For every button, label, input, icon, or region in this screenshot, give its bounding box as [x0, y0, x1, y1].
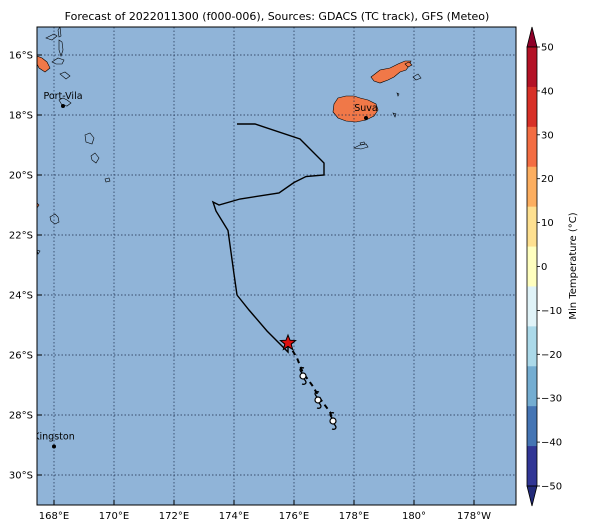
city-dot-icon — [364, 116, 368, 120]
cyclone-symbol-icon — [329, 412, 337, 430]
lat-tick-label: 30°S — [9, 471, 33, 482]
colorbar-tick-label: −50 — [541, 482, 562, 493]
cyclone-symbol-icon — [299, 367, 307, 385]
colorbar-tick-label: 50 — [541, 43, 554, 54]
current-position-star-icon — [279, 333, 297, 351]
colorbar-segment — [527, 126, 537, 168]
forecast-track-line — [287, 342, 334, 422]
colorbar: 50 40 30 20 10 0 −10 −20 −30 −40 −50 — [526, 26, 562, 507]
colorbar-label: Min Temperature (°C) — [568, 212, 579, 319]
colorbar-tick-label: 0 — [541, 262, 547, 273]
colorbar-tick-label: −10 — [541, 306, 562, 317]
colorbar-segment — [527, 246, 537, 287]
lat-tick-label: 16°S — [9, 51, 33, 62]
graticule-grid — [37, 27, 516, 505]
lat-tick-label: 20°S — [9, 171, 33, 182]
colorbar-tick-label: 20 — [541, 174, 554, 185]
lon-tick-label: 170°E — [99, 511, 129, 522]
colorbar-segment — [527, 366, 537, 407]
lat-tick-label: 18°S — [9, 111, 33, 122]
colorbar-segment — [527, 86, 537, 128]
city-label: Kingston — [33, 432, 74, 443]
lat-tick-label: 24°S — [9, 291, 33, 302]
city-dot-icon — [61, 104, 65, 108]
colorbar-segment — [527, 446, 537, 487]
past-track-line — [211, 123, 325, 354]
lat-tick-label: 22°S — [9, 231, 33, 242]
vanuatu-islands — [37, 27, 111, 255]
lon-tick-label: 168°E — [39, 511, 69, 522]
colorbar-tick-label: −40 — [541, 438, 562, 449]
ocean-background — [37, 27, 516, 505]
colorbar-segment — [527, 286, 537, 327]
map-panel: Port-Vila Suva Kingston — [33, 27, 516, 505]
colorbar-segment — [527, 47, 537, 88]
map-axis-ticks: 168°E 170°E 172°E 174°E 176°E 178°E 180° 178°W 1… — [9, 51, 491, 523]
colorbar-extend-bottom — [526, 485, 538, 507]
colorbar-extend-top — [526, 26, 538, 48]
city-markers: Port-Vila Suva Kingston — [33, 91, 378, 449]
map-frame — [36, 26, 517, 506]
storm-tracks — [211, 123, 337, 430]
lon-tick-label: 178°W — [457, 511, 491, 522]
lon-tick-label: 176°E — [279, 511, 309, 522]
city-label: Suva — [354, 103, 378, 114]
colorbar-segment — [527, 206, 537, 248]
lat-tick-label: 26°S — [9, 351, 33, 362]
city-dot-icon — [52, 444, 56, 449]
lon-tick-label: 180° — [402, 511, 426, 522]
cyclone-symbol-icon — [314, 391, 322, 409]
colorbar-tick-label: 30 — [541, 130, 554, 141]
colorbar-segment — [527, 406, 537, 447]
colorbar-tick-label: 10 — [541, 218, 554, 229]
city-label: Port-Vila — [43, 91, 82, 102]
lon-tick-label: 172°E — [159, 511, 189, 522]
colorbar-segment — [527, 166, 537, 208]
colorbar-tick-label: −30 — [541, 394, 562, 405]
colorbar-tick-label: −20 — [541, 350, 562, 361]
lon-tick-label: 178°E — [339, 511, 369, 522]
colorbar-segment — [527, 326, 537, 367]
lon-tick-label: 174°E — [219, 511, 249, 522]
figure-title: Forecast of 2022011300 (f000-006), Sourc… — [65, 10, 490, 23]
colorbar-tick-label: 40 — [541, 86, 554, 97]
lat-tick-label: 28°S — [9, 411, 33, 422]
